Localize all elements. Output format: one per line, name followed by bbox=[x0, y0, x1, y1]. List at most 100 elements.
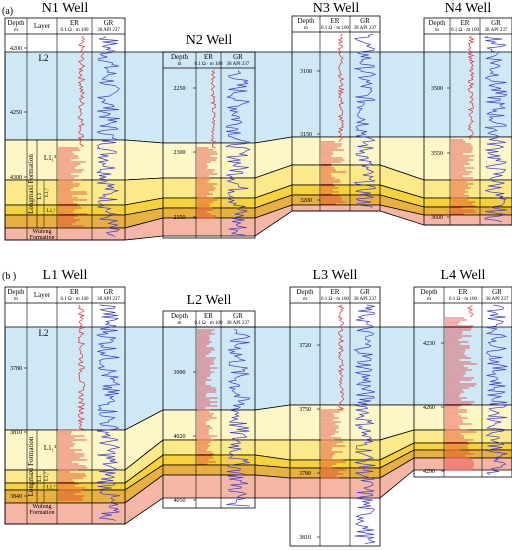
depth-label: 2250 bbox=[174, 86, 186, 92]
depth-label: 3500 bbox=[431, 86, 443, 92]
depth-label: 3810 bbox=[10, 430, 22, 436]
er-curve bbox=[337, 33, 345, 143]
layer-annotations: L2 Longmaxi Formation L1 L1₁³ L1₁² L1₁¹ Wufeng… bbox=[27, 53, 56, 241]
depth-label: 3150 bbox=[300, 132, 312, 138]
gr-curve bbox=[353, 304, 376, 544]
er-curve bbox=[210, 69, 217, 149]
er-header: ER bbox=[461, 19, 470, 27]
depth-label: 3810 bbox=[299, 535, 311, 541]
well-title: N4 Well bbox=[445, 1, 492, 16]
er-scale: 0.1 Ω · m 100 bbox=[194, 62, 223, 67]
gr-header: GR bbox=[492, 288, 502, 296]
zone-label-l11-1: L1₁¹ bbox=[47, 485, 56, 491]
well-frame bbox=[289, 286, 381, 547]
zone-label-l11-3: L1₁³ bbox=[44, 444, 56, 452]
depth-label: 4290 bbox=[423, 469, 435, 475]
depth-header: Depth bbox=[171, 312, 189, 320]
well-frame bbox=[4, 286, 126, 525]
panel-label: (a) bbox=[2, 6, 13, 17]
er-curve bbox=[77, 304, 86, 430]
depth-header: Depth bbox=[171, 53, 189, 61]
member-label: L1 bbox=[37, 475, 43, 482]
depth-unit: m bbox=[303, 297, 307, 302]
well-frame bbox=[162, 310, 256, 509]
gr-header: GR bbox=[233, 53, 243, 61]
well-frame bbox=[413, 286, 512, 478]
zone-label-l2: L2 bbox=[39, 328, 49, 338]
depth-label: 3840 bbox=[10, 494, 22, 500]
zone-label-l2: L2 bbox=[39, 53, 49, 63]
gr-scale: 38 API 237 bbox=[227, 62, 250, 67]
well-title: L1 Well bbox=[43, 268, 88, 283]
gr-curve bbox=[95, 304, 121, 522]
er-scale: 0.1 Ω · m 100 bbox=[60, 28, 89, 33]
gr-header: GR bbox=[104, 19, 114, 27]
zone-wufeng bbox=[4, 457, 512, 525]
depth-unit: m bbox=[435, 28, 439, 33]
depth-label: 3550 bbox=[431, 151, 443, 157]
well-frame bbox=[4, 17, 126, 241]
gr-curve bbox=[485, 304, 508, 475]
layer-annotations: L2 Longmaxi Formation L1 L1₁³ L1₁² L1₁¹ Wufeng… bbox=[27, 328, 56, 516]
depth-label: 3780 bbox=[299, 471, 311, 477]
gr-curve bbox=[225, 70, 251, 236]
er-curve bbox=[337, 304, 345, 411]
well-title: L2 Well bbox=[187, 293, 232, 308]
depth-label: 4250 bbox=[10, 110, 22, 116]
er-header: ER bbox=[459, 288, 468, 296]
depth-header: Depth bbox=[296, 288, 314, 296]
er-scale: 0.1 Ω · m 100 bbox=[451, 28, 480, 33]
gr-scale: 38 API 237 bbox=[486, 297, 509, 302]
er-header: ER bbox=[331, 17, 340, 25]
gr-header: GR bbox=[104, 288, 114, 296]
zone-label-l11-2: L1₁² bbox=[44, 472, 50, 481]
gr-scale: 38 API 237 bbox=[354, 26, 377, 31]
depth-label: 2300 bbox=[174, 150, 186, 156]
depth-label: 3780 bbox=[10, 366, 22, 372]
er-header: ER bbox=[204, 53, 213, 61]
zone-label-l11-3: L1₁³ bbox=[44, 154, 56, 162]
wufeng-label-2: Formation bbox=[30, 510, 55, 516]
depth-label: 2350 bbox=[174, 215, 186, 221]
wufeng-label-1: Wufeng bbox=[32, 228, 51, 235]
depth-label: 3750 bbox=[299, 407, 311, 413]
zone-L2 bbox=[4, 51, 512, 144]
depth-label: 4020 bbox=[174, 434, 186, 440]
er-scale: 0.1 Ω · m 100 bbox=[194, 321, 223, 326]
er-scale: 0.1 Ω · m 100 bbox=[321, 26, 350, 31]
depth-label: 4200 bbox=[10, 46, 22, 52]
depth-unit: m bbox=[304, 26, 308, 31]
zone-label-l11-2: L1₁² bbox=[44, 188, 50, 197]
er-header: ER bbox=[331, 288, 340, 296]
well-frame bbox=[162, 51, 256, 239]
er-curve bbox=[467, 35, 475, 140]
depth-unit: m bbox=[14, 297, 18, 302]
well-title: N3 Well bbox=[313, 1, 360, 16]
depth-label: 3100 bbox=[300, 69, 312, 75]
depth-unit: m bbox=[14, 28, 18, 33]
gr-scale: 38 API 237 bbox=[97, 28, 120, 33]
zone-L11_3 bbox=[4, 136, 512, 181]
well-title: N1 Well bbox=[42, 1, 89, 16]
depth-unit: m bbox=[178, 321, 182, 326]
depth-label: 3990 bbox=[174, 370, 186, 376]
wufeng-label-2: Formation bbox=[30, 235, 55, 241]
zone-label-l11-1: L1₁¹ bbox=[47, 208, 56, 214]
depth-label: 4300 bbox=[10, 175, 22, 181]
depth-header: Depth bbox=[420, 288, 438, 296]
depth-label: 3200 bbox=[300, 198, 312, 204]
member-label: L1 bbox=[37, 193, 43, 200]
gr-header: GR bbox=[233, 312, 243, 320]
well-frame bbox=[423, 17, 512, 226]
er-scale: 0.1 Ω · m 100 bbox=[321, 297, 350, 302]
well-title: N2 Well bbox=[186, 33, 233, 48]
layer-header: Layer bbox=[34, 22, 51, 30]
gr-curve bbox=[483, 35, 508, 223]
well-title: L3 Well bbox=[313, 268, 358, 283]
